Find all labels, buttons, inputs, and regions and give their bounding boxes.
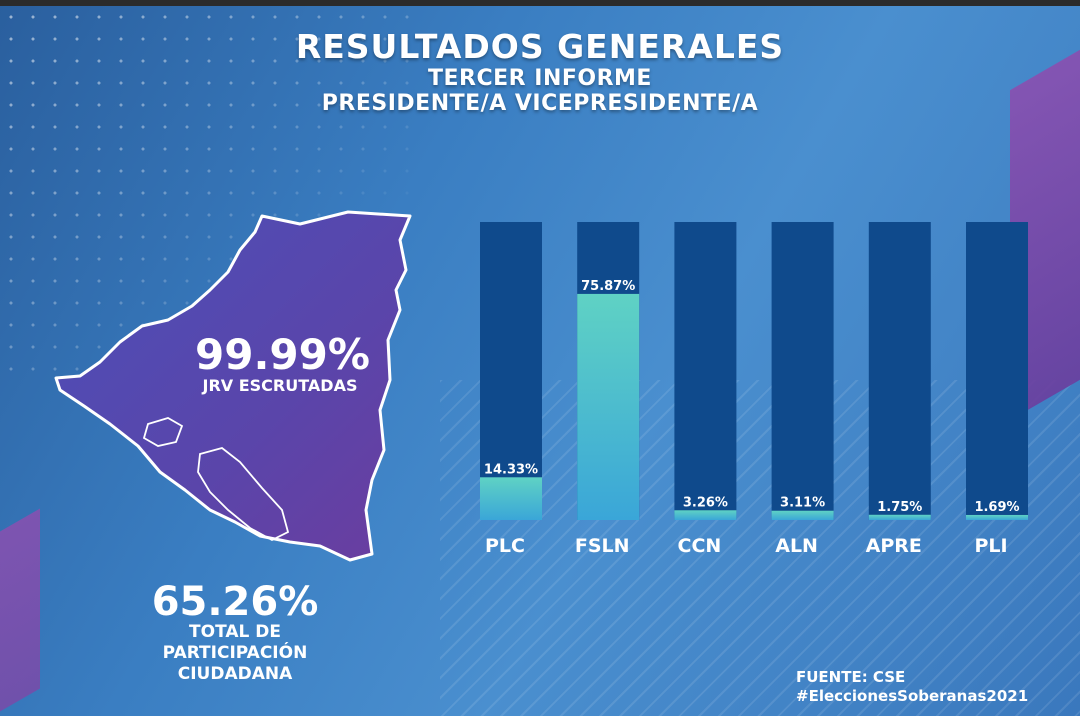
participation-label: TOTAL DE PARTICIPACIÓN CIUDADANA bbox=[140, 622, 330, 685]
bar-ccn bbox=[674, 510, 737, 520]
lake-nicaragua bbox=[197, 447, 290, 542]
lake-managua bbox=[142, 417, 184, 447]
category-label-fsln: FSLN bbox=[575, 535, 630, 557]
value-label-plc: 14.33% bbox=[484, 462, 538, 477]
value-label-aln: 3.11% bbox=[780, 496, 825, 511]
participation-label-line-3: CIUDADANA bbox=[177, 664, 293, 684]
value-label-pli: 1.69% bbox=[974, 500, 1019, 515]
participation-label-line-2: PARTICIPACIÓN bbox=[162, 643, 308, 663]
source-note: FUENTE: CSE #EleccionesSoberanas2021 bbox=[796, 668, 1028, 706]
page-title: RESULTADOS GENERALES bbox=[295, 27, 785, 66]
accent-shape-left bbox=[0, 508, 40, 712]
value-label-fsln: 75.87% bbox=[581, 279, 635, 294]
bar-pli bbox=[966, 514, 1028, 520]
category-label-plc: PLC bbox=[485, 535, 525, 557]
bar-fsln bbox=[577, 293, 640, 520]
participation-percentage: 65.26% bbox=[151, 579, 319, 625]
hashtag-text: #EleccionesSoberanas2021 bbox=[796, 687, 1029, 705]
category-label-pli: PLI bbox=[974, 535, 1007, 557]
bar-apre bbox=[868, 514, 931, 520]
source-text: FUENTE: CSE bbox=[796, 668, 906, 686]
results-bar-chart: 14.33% PLC 75.87% FSLN 3.26% CCN 3.11% ALN 1.75%… bbox=[480, 222, 1028, 557]
category-label-ccn: CCN bbox=[678, 535, 722, 557]
jrv-label: JRV ESCRUTADAS bbox=[202, 376, 358, 395]
bar-track-apre bbox=[868, 222, 931, 520]
report-subtitle: TERCER INFORME bbox=[428, 66, 652, 91]
bar-track-aln bbox=[771, 222, 834, 520]
value-label-apre: 1.75% bbox=[877, 500, 922, 515]
bar-aln bbox=[771, 510, 834, 520]
nicaragua-map-icon bbox=[54, 210, 412, 562]
map-shape bbox=[54, 210, 412, 562]
bar-track-ccn bbox=[674, 222, 737, 520]
top-bar bbox=[0, 0, 1080, 6]
header: RESULTADOS GENERALES TERCER INFORME PRES… bbox=[240, 27, 840, 117]
bar-track-plc bbox=[480, 222, 542, 520]
category-label-apre: APRE bbox=[866, 535, 922, 557]
bar-plc bbox=[480, 477, 542, 520]
bar-track-pli bbox=[966, 222, 1028, 520]
value-label-ccn: 3.26% bbox=[683, 495, 728, 510]
category-label-aln: ALN bbox=[775, 535, 818, 557]
office-subtitle: PRESIDENTE/A VICEPRESIDENTE/A bbox=[321, 91, 759, 116]
participation-label-line-1: TOTAL DE bbox=[189, 622, 281, 642]
jrv-percentage: 99.99% bbox=[195, 330, 370, 379]
